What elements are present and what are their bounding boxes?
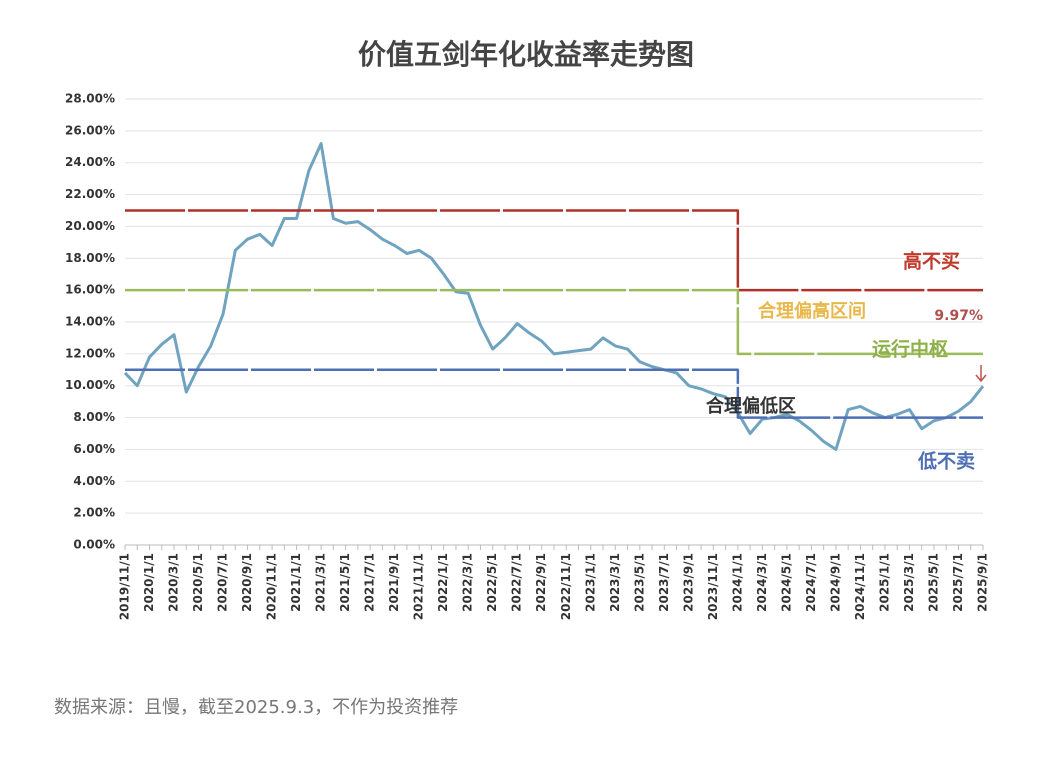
x-tick-label: 2020/5/1 <box>191 553 205 612</box>
x-tick-label: 2025/9/1 <box>976 553 990 612</box>
x-tick-label: 2023/1/1 <box>583 553 597 612</box>
reference-line <box>125 209 983 292</box>
x-tick-label: 2020/11/1 <box>265 553 279 620</box>
y-tick-label: 24.00% <box>65 155 115 169</box>
y-tick-label: 8.00% <box>73 410 115 424</box>
x-tick-label: 2024/3/1 <box>755 553 769 612</box>
x-tick-label: 2021/5/1 <box>338 553 352 612</box>
x-tick-label: 2022/11/1 <box>559 553 573 620</box>
y-tick-label: 16.00% <box>65 283 115 297</box>
x-tick-label: 2025/1/1 <box>877 553 891 612</box>
y-tick-label: 18.00% <box>65 251 115 265</box>
x-tick-label: 2020/7/1 <box>216 553 230 612</box>
x-tick-label: 2022/7/1 <box>510 553 524 612</box>
data-label: 9.97% <box>934 308 983 324</box>
y-tick-label: 26.00% <box>65 123 115 137</box>
y-tick-label: 6.00% <box>73 442 115 456</box>
data-line <box>123 142 985 451</box>
chart-title: 价值五剑年化收益率走势图 <box>358 38 694 71</box>
x-tick-label: 2021/7/1 <box>363 553 377 612</box>
x-tick-label: 2022/1/1 <box>436 553 450 612</box>
line-label: 运行中枢 <box>872 338 948 361</box>
x-tick-label: 2025/3/1 <box>902 553 916 612</box>
y-tick-label: 28.00% <box>65 92 115 106</box>
x-tick-label: 2022/5/1 <box>485 553 499 612</box>
x-tick-label: 2023/3/1 <box>608 553 622 612</box>
arrow <box>975 365 987 383</box>
x-tick-label: 2024/7/1 <box>804 553 818 612</box>
x-tick-label: 2024/1/1 <box>730 553 744 612</box>
x-tick-label: 2020/3/1 <box>167 553 181 612</box>
x-tick-label: 2020/9/1 <box>240 553 254 612</box>
x-tick-label: 2023/9/1 <box>681 553 695 612</box>
y-tick-label: 22.00% <box>65 187 115 201</box>
x-tick-label: 2023/5/1 <box>632 553 646 612</box>
annotation: 合理偏高区间 <box>758 300 866 322</box>
source-note: 数据来源：且慢，截至2025.9.3，不作为投资推荐 <box>54 697 458 718</box>
x-tick-label: 2022/9/1 <box>534 553 548 612</box>
reference-line <box>125 368 983 419</box>
x-tick-label: 2021/3/1 <box>314 553 328 612</box>
x-tick-label: 2025/7/1 <box>951 553 965 612</box>
y-tick-label: 20.00% <box>65 219 115 233</box>
y-tick-label: 4.00% <box>73 474 115 488</box>
y-tick-label: 2.00% <box>73 506 115 520</box>
x-tick-label: 2022/3/1 <box>461 553 475 612</box>
x-tick-label: 2019/11/1 <box>118 553 132 620</box>
annotation: 合理偏低区 <box>706 395 796 417</box>
x-tick-label: 2024/5/1 <box>779 553 793 612</box>
x-tick-label: 2024/9/1 <box>828 553 842 612</box>
y-tick-label: 10.00% <box>65 378 115 392</box>
y-tick-label: 0.00% <box>73 538 115 552</box>
y-tick-label: 12.00% <box>65 346 115 360</box>
x-tick-label: 2020/1/1 <box>142 553 156 612</box>
x-tick-label: 2024/11/1 <box>853 553 867 620</box>
x-tick-label: 2021/1/1 <box>289 553 303 612</box>
x-tick-label: 2025/5/1 <box>926 553 940 612</box>
reference-line <box>125 288 983 356</box>
line-label: 高不买 <box>903 250 960 273</box>
x-tick-label: 2023/7/1 <box>657 553 671 612</box>
y-tick-label: 14.00% <box>65 315 115 329</box>
line-label: 低不卖 <box>917 450 975 473</box>
x-tick-label: 2023/11/1 <box>706 553 720 620</box>
x-tick-label: 2021/9/1 <box>387 553 401 612</box>
x-tick-label: 2021/11/1 <box>412 553 426 620</box>
